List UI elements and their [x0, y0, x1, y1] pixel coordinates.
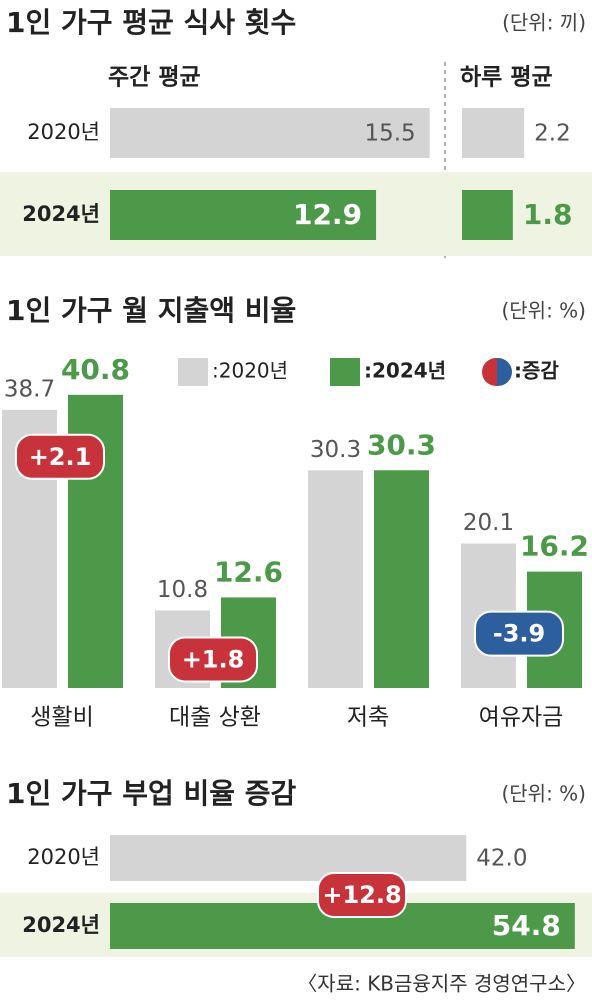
bar	[110, 835, 467, 881]
value-label: 10.8	[157, 577, 208, 603]
value-label: 40.8	[61, 353, 130, 386]
value-label: 12.6	[214, 555, 283, 588]
legend-label: :2020년	[212, 359, 288, 383]
bar	[462, 108, 525, 158]
chart-title: 1인 가구 부업 비율 증감	[6, 777, 297, 810]
panel-header: 하루 평균	[460, 65, 553, 91]
unit-note: (단위: %)	[501, 299, 586, 323]
panel-header: 주간 평균	[108, 65, 201, 91]
legend-swatch	[497, 358, 512, 386]
legend-swatch	[482, 358, 497, 386]
category-label: 2024년	[22, 202, 100, 226]
change-badge	[474, 610, 564, 657]
category-label: 2020년	[27, 120, 100, 144]
value-label: 15.5	[364, 121, 415, 147]
change-label: +12.8	[322, 881, 401, 909]
legend-swatch	[330, 358, 360, 386]
category-label: 2024년	[22, 913, 100, 937]
value-label: 20.1	[463, 510, 514, 536]
value-label: 12.9	[293, 198, 362, 231]
bar	[110, 108, 430, 158]
legend-label: :2024년	[364, 359, 446, 383]
value-label: 42.0	[476, 846, 527, 872]
value-label: 16.2	[520, 530, 589, 563]
change-badge	[317, 872, 407, 918]
value-label: 30.3	[367, 428, 436, 461]
chart-title: 1인 가구 평균 식사 횟수	[6, 6, 296, 39]
source-note: 〈자료: KB금융지주 경영연구소〉	[297, 972, 586, 996]
category-label: 여유자금	[479, 705, 564, 731]
legend-label: :증감	[514, 359, 559, 383]
bar	[462, 190, 513, 240]
category-label: 대출 상환	[169, 705, 261, 731]
change-label: -3.9	[493, 620, 545, 648]
change-label: +1.8	[182, 645, 245, 673]
category-label: 저축	[347, 705, 389, 731]
change-label: +2.1	[29, 443, 92, 471]
bar	[110, 190, 377, 240]
unit-note: (단위: %)	[501, 782, 586, 806]
unit-note: (단위: 끼)	[502, 11, 586, 35]
value-label: 54.8	[492, 909, 561, 942]
value-label: 38.7	[4, 376, 55, 402]
change-badge	[168, 636, 258, 683]
legend-swatch	[178, 358, 208, 386]
value-label: 30.3	[310, 437, 361, 463]
bar	[374, 470, 429, 688]
value-label: 1.8	[523, 198, 573, 231]
chart-title: 1인 가구 월 지출액 비율	[6, 294, 296, 327]
category-label: 생활비	[30, 705, 93, 731]
bar	[308, 470, 363, 688]
change-badge	[15, 433, 105, 480]
value-label: 2.2	[534, 121, 571, 147]
category-label: 2020년	[27, 845, 100, 869]
